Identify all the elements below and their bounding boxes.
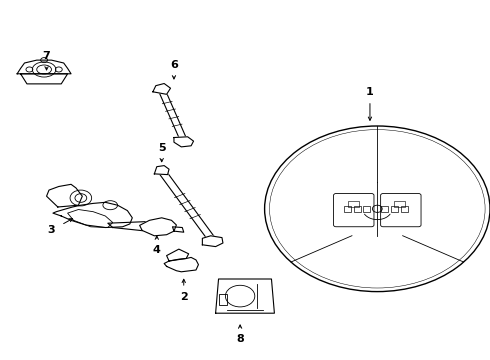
- Polygon shape: [21, 74, 68, 84]
- Text: 8: 8: [236, 334, 244, 344]
- Polygon shape: [172, 227, 184, 232]
- Polygon shape: [108, 221, 162, 232]
- Polygon shape: [167, 249, 189, 261]
- Text: 6: 6: [170, 60, 178, 70]
- Polygon shape: [140, 218, 176, 236]
- Polygon shape: [335, 182, 419, 236]
- Polygon shape: [154, 166, 169, 175]
- Bar: [344, 206, 351, 212]
- Polygon shape: [68, 210, 113, 228]
- Bar: [401, 206, 408, 212]
- Bar: [219, 294, 227, 305]
- Text: 5: 5: [158, 143, 166, 153]
- Polygon shape: [158, 170, 217, 243]
- Text: 1: 1: [366, 87, 374, 97]
- Polygon shape: [158, 89, 187, 141]
- Polygon shape: [47, 184, 82, 207]
- Bar: [391, 206, 398, 212]
- Polygon shape: [17, 60, 71, 74]
- Text: 3: 3: [48, 225, 55, 235]
- Bar: [354, 206, 361, 212]
- Polygon shape: [164, 257, 198, 272]
- Bar: [381, 206, 388, 212]
- Bar: [348, 201, 359, 207]
- Text: 7: 7: [43, 51, 50, 61]
- Bar: [364, 206, 370, 212]
- Polygon shape: [53, 202, 132, 228]
- Text: 2: 2: [180, 292, 188, 302]
- Polygon shape: [153, 84, 171, 94]
- Polygon shape: [202, 236, 223, 247]
- Polygon shape: [174, 137, 194, 147]
- Polygon shape: [216, 279, 274, 313]
- Text: 4: 4: [153, 245, 161, 255]
- Bar: [394, 201, 405, 207]
